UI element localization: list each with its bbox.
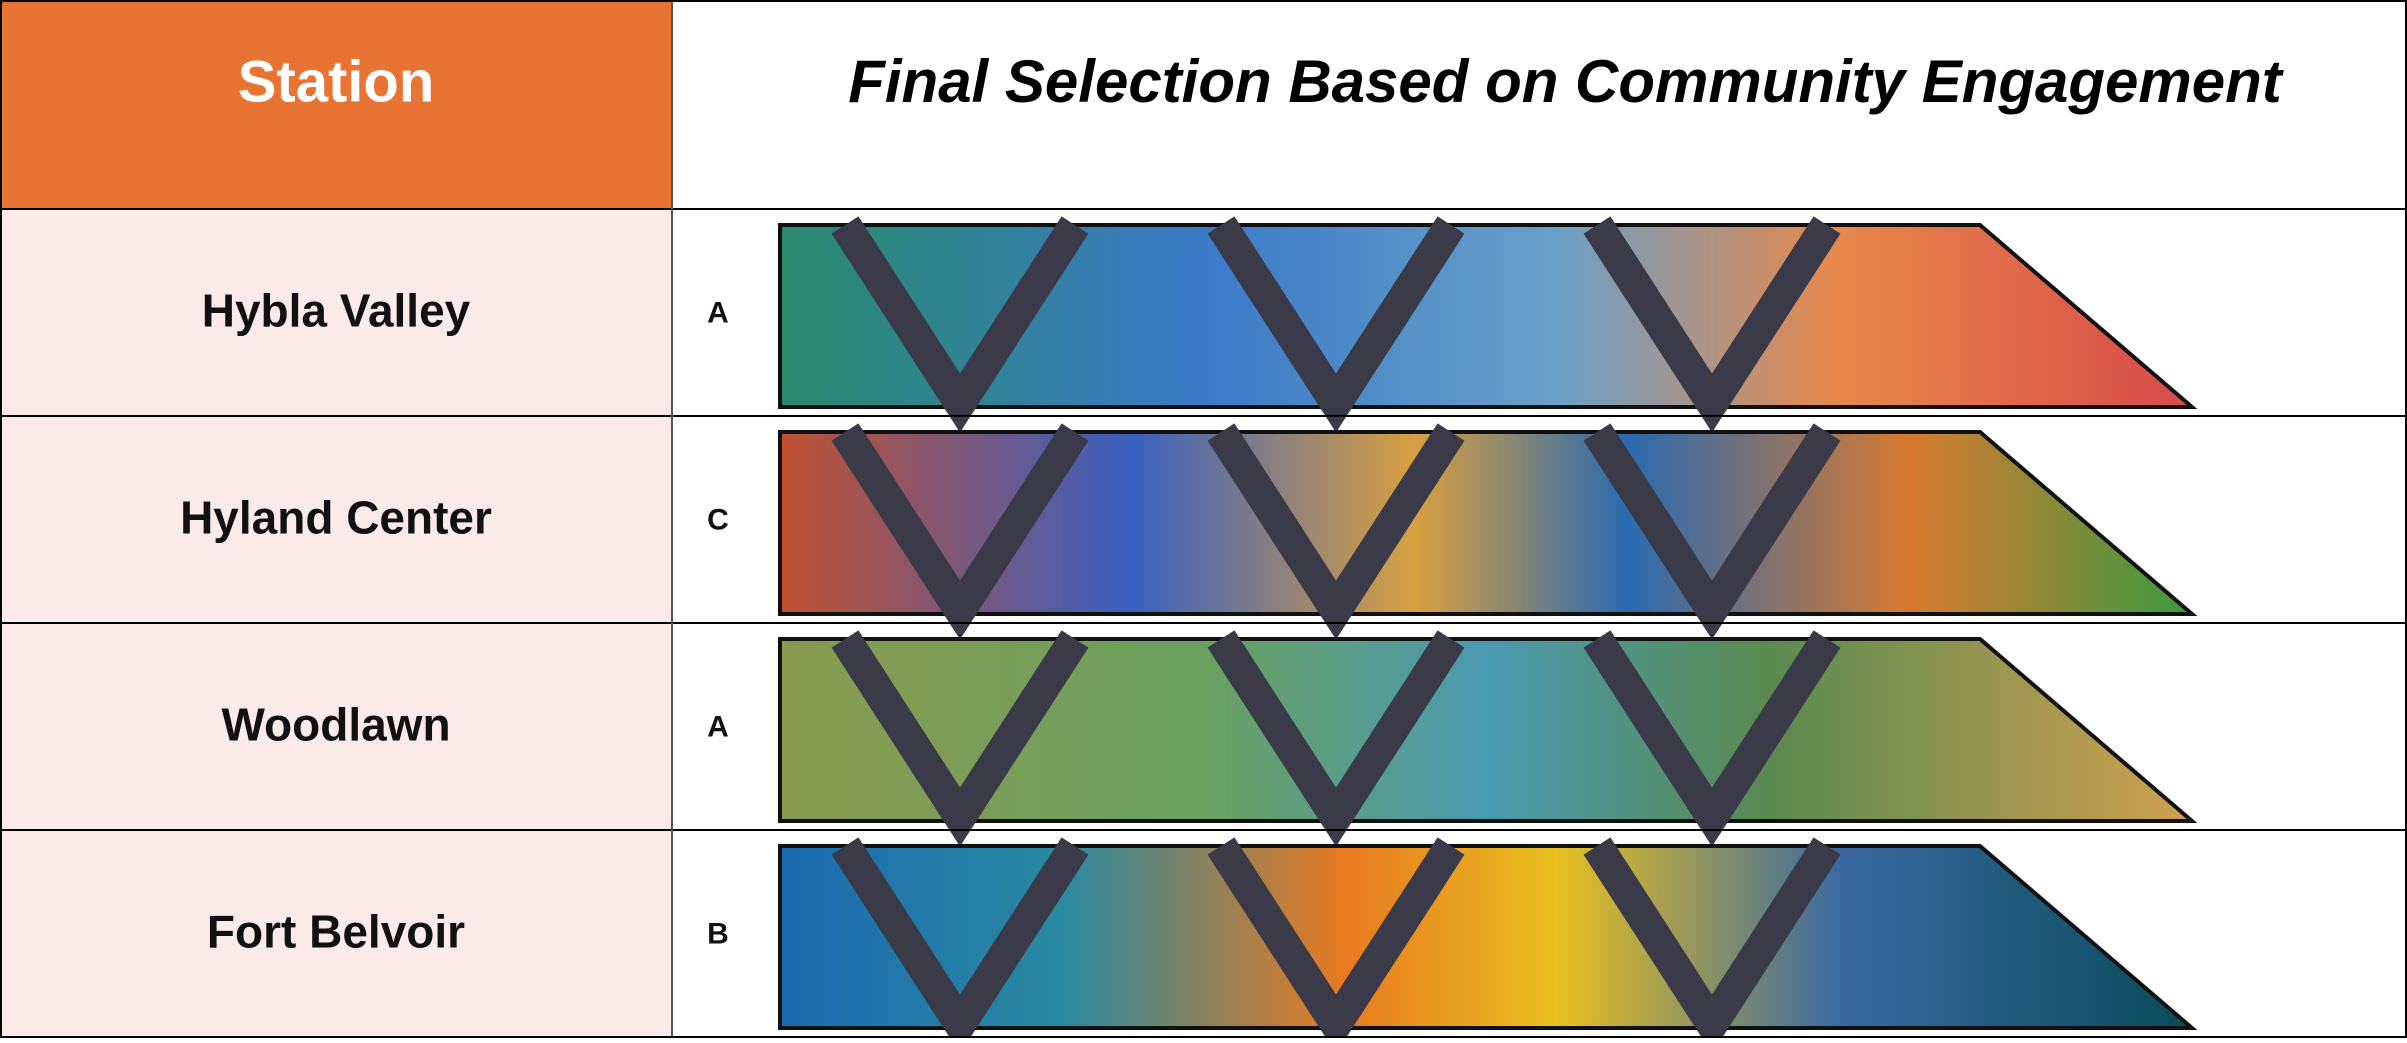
station-name: Fort Belvoir bbox=[207, 906, 465, 958]
station-cell bbox=[0, 416, 672, 623]
station-cell bbox=[0, 209, 672, 416]
station-name: Woodlawn bbox=[221, 699, 450, 751]
mural-v-frame bbox=[1207, 216, 1465, 433]
station-name: Hybla Valley bbox=[202, 285, 471, 337]
mural-image bbox=[778, 223, 2198, 409]
mural-v-frame bbox=[831, 837, 1089, 1043]
mural-v-frame bbox=[1207, 423, 1465, 640]
mural-v-frame bbox=[1583, 837, 1841, 1043]
mural-v-frame bbox=[1207, 630, 1465, 847]
option-letter: B bbox=[707, 917, 729, 950]
option-letter: A bbox=[707, 296, 729, 329]
mural-v-frame bbox=[1583, 423, 1841, 640]
mural-image bbox=[778, 430, 2198, 616]
mural-v-frame bbox=[1207, 837, 1465, 1043]
header-station-cell bbox=[0, 0, 672, 209]
station-cell bbox=[0, 830, 672, 1037]
mural-v-frame bbox=[831, 423, 1089, 640]
header-selection-cell bbox=[672, 0, 2407, 209]
mural-v-frame bbox=[1583, 216, 1841, 433]
option-letter: A bbox=[707, 710, 729, 743]
header-station: Station bbox=[238, 49, 435, 114]
option-letter: C bbox=[707, 503, 729, 536]
mural-v-frame bbox=[831, 630, 1089, 847]
mural-image bbox=[778, 844, 2198, 1030]
station-cell bbox=[0, 623, 672, 830]
header-selection: Final Selection Based on Community Engag… bbox=[848, 48, 2285, 115]
mural-v-frame bbox=[1583, 630, 1841, 847]
station-name: Hyland Center bbox=[180, 492, 492, 544]
mural-v-frame bbox=[831, 216, 1089, 433]
mural-image bbox=[778, 637, 2198, 823]
